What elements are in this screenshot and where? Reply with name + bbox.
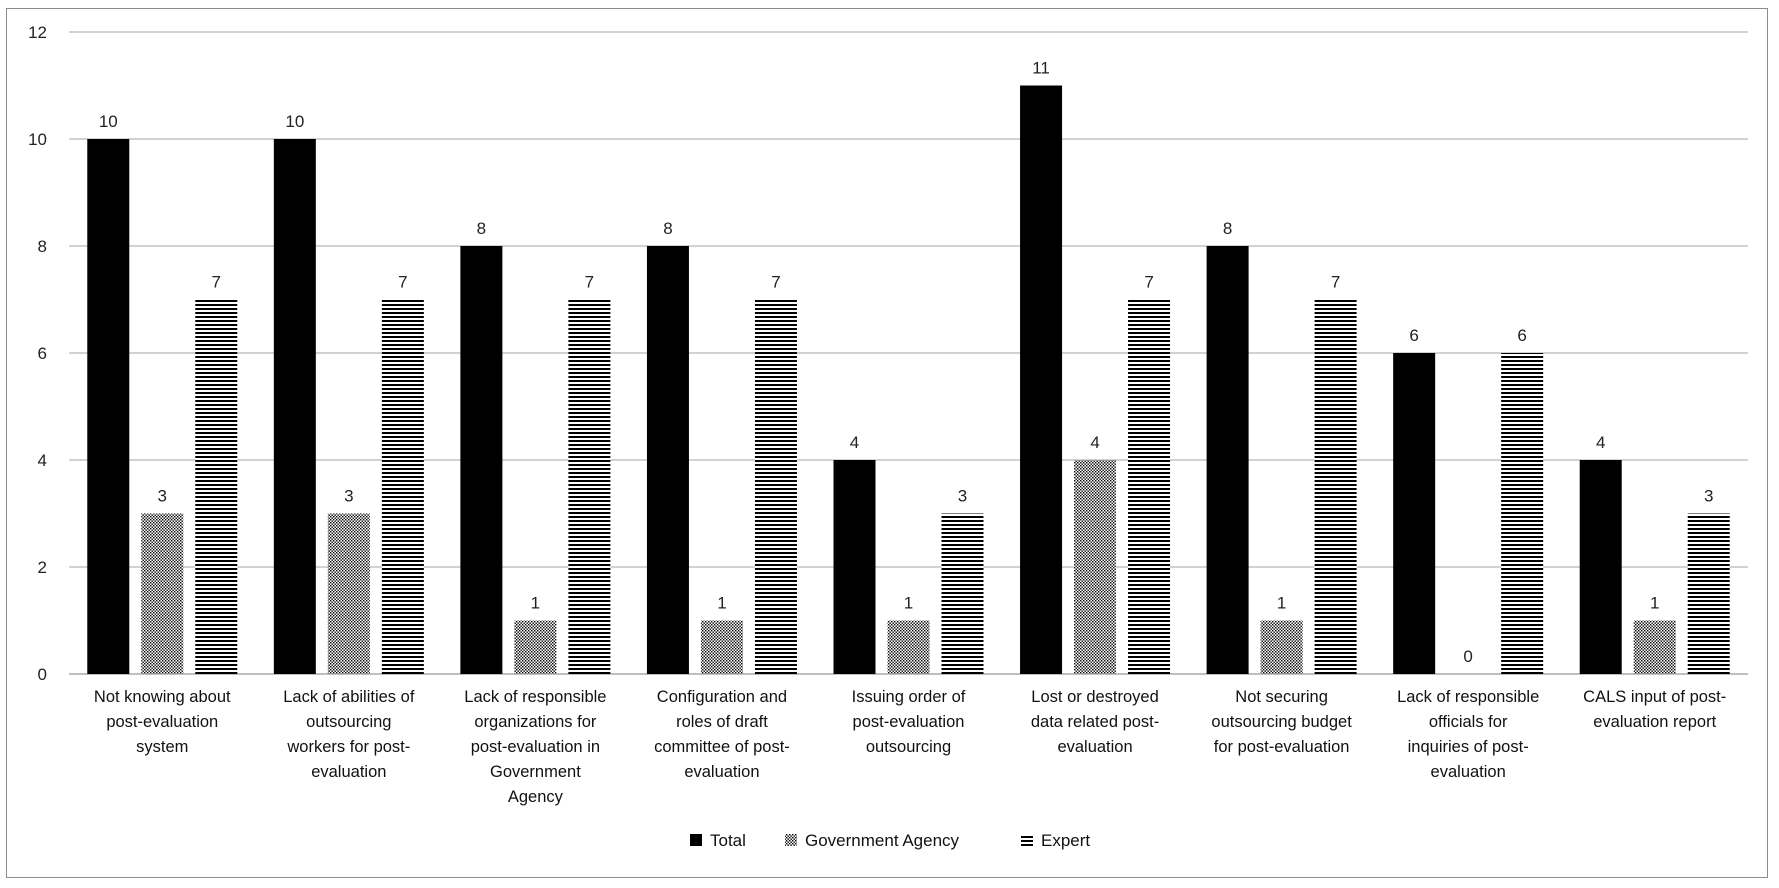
legend-label-government-agency: Government Agency (805, 831, 960, 850)
category-label-4: Issuing order of post-evaluation outsourci… (852, 688, 966, 756)
data-label: 1 (531, 594, 540, 613)
legend-swatch-total (690, 834, 702, 846)
data-label: 6 (1517, 326, 1526, 345)
category-label-3: Configuration and roles of draft committee… (654, 688, 790, 781)
data-label: 1 (1650, 594, 1659, 613)
bar-total-7 (1393, 353, 1436, 674)
y-tick-label: 2 (38, 558, 47, 577)
bar-government-agency-6 (1260, 620, 1303, 674)
bar-expert-0 (195, 299, 238, 674)
data-label: 4 (850, 433, 859, 452)
category-label-5: Lost or destroyed data related post-evalu… (1031, 688, 1159, 756)
data-label: 10 (285, 112, 304, 131)
bar-total-0 (87, 139, 130, 674)
gridlines (69, 31, 1748, 675)
y-axis-ticks: 0 2 4 6 8 10 12 (28, 23, 47, 684)
data-label: 7 (398, 273, 407, 292)
bar-expert-3 (754, 299, 797, 674)
bar-total-1 (273, 139, 316, 674)
category-labels: Not knowing about post-evaluation system La… (94, 688, 1726, 806)
data-label: 8 (1223, 219, 1232, 238)
bar-total-6 (1206, 246, 1249, 674)
category-label-7: Lack of responsible officials for inquirie… (1397, 688, 1539, 781)
y-tick-label: 6 (38, 344, 47, 363)
bar-expert-1 (381, 299, 424, 674)
bar-government-agency-8 (1633, 620, 1676, 674)
data-label: 3 (344, 487, 353, 506)
legend-swatch-expert (1021, 834, 1033, 846)
bar-total-5 (1020, 85, 1063, 674)
y-tick-label: 0 (38, 665, 47, 684)
data-label: 7 (1144, 273, 1153, 292)
data-label: 1 (717, 594, 726, 613)
bar-expert-7 (1501, 353, 1544, 674)
bar-government-agency-3 (700, 620, 743, 674)
bar-government-agency-5 (1074, 460, 1117, 674)
legend-swatch-government-agency (785, 834, 797, 846)
legend-label-expert: Expert (1041, 831, 1090, 850)
category-label-1: Lack of abilities of outsourcing workers f… (283, 688, 415, 781)
data-label: 3 (1704, 487, 1713, 506)
data-label: 6 (1409, 326, 1418, 345)
data-label: 0 (1463, 647, 1472, 666)
data-label: 11 (1032, 59, 1050, 78)
y-tick-label: 4 (38, 451, 47, 470)
bar-expert-5 (1128, 299, 1171, 674)
category-label-2: Lack of responsible organizations for post… (464, 688, 606, 806)
data-label: 4 (1090, 433, 1099, 452)
data-label: 4 (1596, 433, 1605, 452)
bar-government-agency-0 (141, 513, 184, 674)
bar-expert-8 (1687, 513, 1730, 674)
category-label-8: CALS input of post-evaluation report (1583, 688, 1726, 731)
data-label: 1 (904, 594, 913, 613)
y-tick-label: 10 (28, 130, 47, 149)
category-label-0: Not knowing about post-evaluation system (94, 688, 231, 756)
data-label: 7 (771, 273, 780, 292)
y-tick-label: 12 (28, 23, 47, 42)
legend: Total Government Agency Expert (690, 831, 1090, 850)
bar-total-4 (833, 460, 876, 674)
bar-expert-6 (1314, 299, 1357, 674)
y-tick-label: 8 (38, 237, 47, 256)
bar-government-agency-1 (327, 513, 370, 674)
bar-total-2 (460, 246, 503, 674)
data-label: 8 (477, 219, 486, 238)
data-label: 7 (212, 273, 221, 292)
legend-label-total: Total (710, 831, 746, 850)
bars (87, 85, 1730, 674)
data-label: 10 (99, 112, 118, 131)
data-label: 3 (958, 487, 967, 506)
bar-total-3 (646, 246, 689, 674)
bar-government-agency-4 (887, 620, 930, 674)
data-label: 3 (158, 487, 167, 506)
data-label: 7 (1331, 273, 1340, 292)
data-label: 7 (585, 273, 594, 292)
bar-expert-2 (568, 299, 611, 674)
bar-total-8 (1579, 460, 1622, 674)
bar-government-agency-2 (514, 620, 557, 674)
data-label: 8 (663, 219, 672, 238)
data-label: 1 (1277, 594, 1286, 613)
bar-expert-4 (941, 513, 984, 674)
category-label-6: Not securing outsourcing budget for post-e… (1211, 688, 1352, 756)
